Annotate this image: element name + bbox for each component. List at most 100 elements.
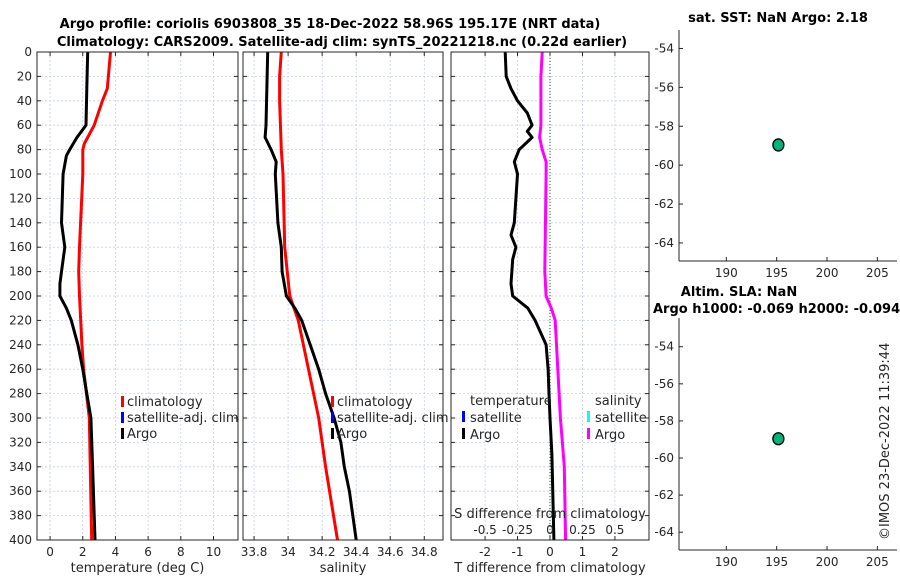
imos-stamp: ©IMOS 23-Dec-2022 11:39:44 [878,343,893,540]
legend-entry: satellite-adj. clim [127,411,239,426]
x-axis-label: salinity [320,561,367,576]
argo-location-marker [772,138,785,152]
y-tick-label: 200 [9,289,32,303]
x-tick-label: 4 [112,545,120,559]
y-tick-label: 360 [9,484,32,498]
y-tick-label: 100 [9,167,32,181]
y-tick-label: -58 [654,119,674,133]
y-tick-label: 40 [17,94,32,108]
legend-swatch [462,411,465,422]
x-tick-label: 205 [866,555,889,569]
legend-entry: satellite [595,411,647,426]
x-tick-label: 8 [177,545,185,559]
y-tick-label: 400 [9,533,32,547]
panel-map_sla: -54 -56 -58 -60 -62 -64 190 195 200 205 [654,318,897,569]
y-tick-label: 340 [9,460,32,474]
axes-box [242,51,444,541]
x-tick-label: -1 [512,545,524,559]
legend-entry: climatology [127,395,203,410]
legend-entry: Argo [595,428,625,443]
legend-heading-temperature: temperature [470,394,552,409]
y-tick-label: 180 [9,265,32,279]
x-tick-label: 34.8 [411,545,438,559]
legend-entry: satellite [470,411,522,426]
panel-map_sst: -54 -56 -58 -60 -62 -64 190 195 200 205 [654,30,897,280]
x-axis-label: temperature (deg C) [71,561,205,576]
legend-swatch [121,412,124,423]
y-tick-label: 120 [9,191,32,205]
y-tick-label: 60 [17,118,32,132]
legend-entry: satellite-adj. clim [337,411,449,426]
title-line-1: Argo profile: coriolis 6903808_35 18-Dec… [60,17,601,32]
y-tick-label: 260 [9,362,32,376]
legend-swatch [331,428,334,439]
panel-temperature: 0204060801001201401601802002202402602803… [9,45,239,576]
y-tick-label: -60 [654,451,674,465]
axes-box [450,51,650,541]
y-tick-label: 160 [9,240,32,254]
x-tick-label: 0 [46,545,54,559]
title-line-2: Climatology: CARS2009. Satellite-adj cli… [57,35,627,50]
y-tick-label: -62 [654,488,674,502]
series-line-t-argo [503,51,556,541]
legend-swatch [462,428,465,439]
y-tick-label: -58 [654,414,674,428]
legend-entry: Argo [127,427,157,442]
x-tick-label: 34.2 [309,545,336,559]
x-tick-label: 0 [546,545,554,559]
legend-swatch [587,428,590,439]
x-tick-label: 200 [816,555,839,569]
panel-salinity: 33.8 34 34.2 34.4 34.6 34.8 salinity climatolog… [241,51,449,576]
series-line-climatology [278,51,339,541]
axes-box [36,51,239,541]
x-axis-label: T difference from climatology [453,561,646,576]
secondary-x-tick-label: 0.5 [605,523,624,537]
y-tick-label: 280 [9,387,32,401]
x-tick-label: 195 [765,266,788,280]
x-tick-label: 2 [611,545,619,559]
legend-swatch [121,396,124,407]
map-sst-title: sat. SST: NaN Argo: 2.18 [688,11,868,26]
y-tick-label: 20 [17,69,32,83]
x-tick-label: 205 [866,266,889,280]
legend-entry: Argo [470,428,500,443]
y-tick-label: -56 [654,80,674,94]
x-tick-label: 1 [579,545,587,559]
x-tick-label: 6 [144,545,152,559]
x-tick-label: 34.6 [377,545,404,559]
y-tick-label: 0 [24,45,32,59]
x-tick-label: 34 [280,545,295,559]
x-tick-label: 33.8 [241,545,268,559]
series-line-s-argo [538,51,568,541]
y-tick-label: 380 [9,509,32,523]
x-tick-label: 2 [79,545,87,559]
legend-swatch [331,396,334,407]
y-tick-label: 320 [9,435,32,449]
panel-difference: -2 -1 0 1 2 T difference from climatology S di… [450,51,650,576]
legend-entry: Argo [337,427,367,442]
x-tick-label: 190 [715,555,738,569]
secondary-x-tick-label: 0.25 [569,523,596,537]
y-tick-label: -60 [654,158,674,172]
y-tick-label: 80 [17,143,32,157]
legend-swatch [331,412,334,423]
y-tick-label: 220 [9,313,32,327]
y-tick-label: -64 [654,236,674,250]
series-line-argo [263,51,358,541]
x-tick-label: 34.4 [343,545,370,559]
series-line-argo [58,51,97,541]
secondary-x-tick-label: 0 [546,523,554,537]
y-tick-label: -54 [654,41,674,55]
x-tick-label: 195 [765,555,788,569]
y-tick-label: 240 [9,338,32,352]
x-tick-label: 10 [206,545,221,559]
secondary-x-tick-label: -0.5 [473,523,496,537]
x-tick-label: 200 [816,266,839,280]
x-tick-label: 190 [715,266,738,280]
legend-swatch [587,411,590,422]
y-tick-label: -54 [654,340,674,354]
secondary-x-axis-label: S difference from climatology [454,507,646,522]
argo-location-marker [772,432,785,446]
